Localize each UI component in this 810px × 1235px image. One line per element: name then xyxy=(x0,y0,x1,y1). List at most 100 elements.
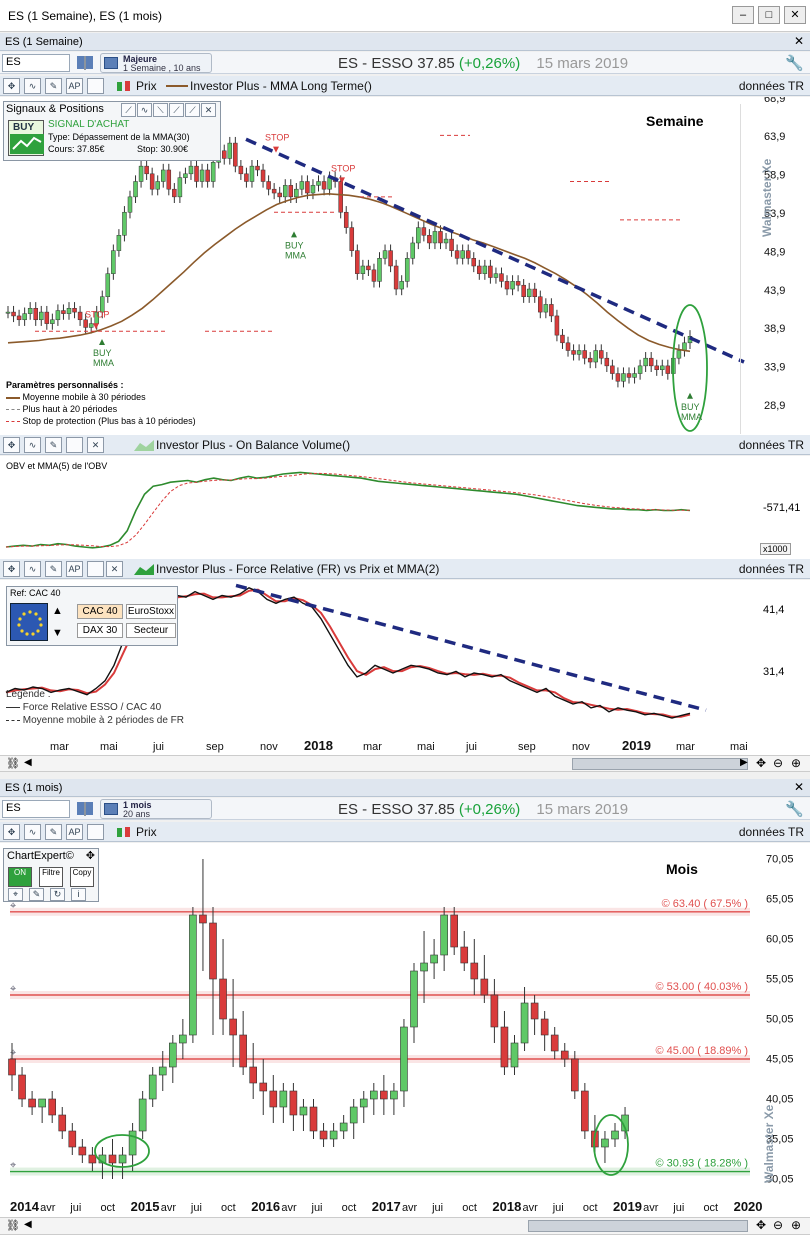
candle xyxy=(188,165,194,175)
draw-icon[interactable]: ✎ xyxy=(45,824,62,840)
blank-icon[interactable] xyxy=(87,78,104,94)
trendline xyxy=(245,137,745,364)
signal-tool-icon[interactable]: ∿ xyxy=(137,103,152,117)
signal-tool-icon[interactable]: ⟍ xyxy=(153,103,168,117)
indicator-icon[interactable]: ∿ xyxy=(24,824,41,840)
draw-icon[interactable]: ✎ xyxy=(45,561,62,577)
close-icon[interactable]: ✕ xyxy=(87,437,104,453)
candle xyxy=(266,181,271,190)
zoom-out-icon[interactable]: ⊖ xyxy=(773,1218,784,1232)
blank-icon[interactable] xyxy=(87,561,104,577)
period-corner-label: Mois xyxy=(666,861,698,877)
move-icon[interactable]: ✥ xyxy=(85,850,95,862)
period-selector[interactable]: 1 mois 20 ans xyxy=(100,799,212,819)
zoom-out-icon[interactable]: ⊖ xyxy=(773,756,784,770)
close-icon[interactable]: ✕ xyxy=(793,34,804,48)
candle xyxy=(269,1090,278,1108)
blank-icon[interactable] xyxy=(66,437,83,453)
crosshair-icon[interactable]: ✥ xyxy=(3,824,20,840)
crosshair-icon[interactable]: ✥ xyxy=(3,437,20,453)
indicator-icon[interactable]: ∿ xyxy=(24,78,41,94)
link-icon[interactable]: ⛓ xyxy=(6,1220,20,1232)
candle xyxy=(654,365,659,370)
close-icon[interactable]: ✕ xyxy=(793,780,804,794)
wrench-icon[interactable]: 🔧 xyxy=(785,801,804,818)
indicator-icon[interactable]: ∿ xyxy=(24,437,41,453)
watermark: Walmaster Xe xyxy=(762,1104,776,1183)
candle xyxy=(158,1066,167,1076)
candle xyxy=(68,1130,77,1148)
zoom-in-icon[interactable]: ⊕ xyxy=(791,1218,802,1232)
move-icon[interactable]: ✥ xyxy=(756,756,767,770)
blank-icon[interactable] xyxy=(87,824,104,840)
eu-flag-icon xyxy=(10,603,48,641)
draw-icon[interactable]: ✎ xyxy=(45,78,62,94)
scroll-left-icon[interactable]: ◀ xyxy=(24,1219,32,1230)
up-arrow-icon[interactable]: ▲ xyxy=(52,605,63,617)
y-tick-label: 60,05 xyxy=(766,934,794,946)
ref-button-cac40[interactable]: CAC 40 xyxy=(77,604,123,619)
monthly-price-bar: ✥ ∿ ✎ AP Prix données TR xyxy=(0,822,810,842)
candle xyxy=(169,1042,177,1068)
x-tick-label: jui xyxy=(552,1202,564,1214)
ref-button-eurostoxx[interactable]: EuroStoxx xyxy=(126,604,176,619)
zoom-in-icon[interactable]: ⊕ xyxy=(791,756,802,770)
telescope-icon[interactable]: ⌖ xyxy=(8,888,23,901)
symbol-input[interactable]: ES xyxy=(2,54,70,72)
refresh-icon[interactable]: ↻ xyxy=(50,888,65,901)
wrench-icon[interactable]: 🔧 xyxy=(785,55,804,72)
close-icon[interactable]: ✕ xyxy=(784,6,806,24)
weekly-x-axis: mar mai jui sep nov 2018 mar mai jui sep nov 2019 ma… xyxy=(0,735,810,755)
candle xyxy=(38,1098,46,1108)
book-icon[interactable] xyxy=(76,800,94,817)
weekly-scrollbar[interactable]: ⛓ ◀ ▶ ✥ ⊖ ⊕ xyxy=(0,755,810,772)
candle xyxy=(329,1130,338,1140)
maximize-icon[interactable]: □ xyxy=(758,6,780,24)
candle xyxy=(309,1106,318,1132)
minimize-icon[interactable]: – xyxy=(732,6,754,24)
ap-icon[interactable]: AP xyxy=(66,561,83,577)
candle xyxy=(55,310,61,321)
monthly-scrollbar[interactable]: ⛓ ◀ ✥ ⊖ ⊕ xyxy=(0,1217,810,1235)
signal-tool-icon[interactable]: ⟋ xyxy=(169,103,184,117)
x-tick-label: oct xyxy=(462,1202,477,1214)
candle xyxy=(470,962,479,980)
obv-bar: ✥ ∿ ✎ ✕ Investor Plus - On Balance Volum… xyxy=(0,435,810,455)
x-tick-label: jui xyxy=(152,741,164,753)
scroll-thumb[interactable] xyxy=(572,758,748,770)
down-arrow-icon xyxy=(339,177,345,184)
draw-icon[interactable]: ✎ xyxy=(45,437,62,453)
y-tick-label: 43,9 xyxy=(764,285,785,297)
symbol-input[interactable]: ES xyxy=(2,800,70,818)
signal-tool-icon[interactable]: ⟋ xyxy=(121,103,136,117)
link-icon[interactable]: ⛓ xyxy=(6,758,20,770)
scroll-left-icon[interactable]: ◀ xyxy=(24,757,32,768)
book-icon[interactable] xyxy=(76,54,94,71)
ap-icon[interactable]: AP xyxy=(66,78,83,94)
on-button[interactable]: ON xyxy=(8,867,32,887)
candle xyxy=(660,365,665,370)
candle xyxy=(288,185,294,198)
crosshair-icon[interactable]: ✥ xyxy=(3,561,20,577)
signal-tool-icon[interactable]: ⟋ xyxy=(185,103,200,117)
info-icon[interactable]: i xyxy=(71,888,86,901)
candle xyxy=(366,265,371,271)
move-icon[interactable]: ✥ xyxy=(756,1218,767,1232)
copy-button[interactable]: Copy xyxy=(70,867,94,887)
filtre-button[interactable]: Filtre xyxy=(39,867,63,887)
down-arrow-icon[interactable]: ▼ xyxy=(52,627,63,639)
crosshair-icon[interactable]: ✥ xyxy=(3,78,20,94)
ref-button-dax30[interactable]: DAX 30 xyxy=(77,623,123,638)
indicator-icon[interactable]: ∿ xyxy=(24,561,41,577)
period-selector[interactable]: Majeure 1 Semaine , 10 ans xyxy=(100,53,212,73)
scroll-right-icon[interactable]: ▶ xyxy=(740,757,748,768)
candle xyxy=(316,181,321,186)
close-icon[interactable]: ✕ xyxy=(201,103,216,117)
scroll-thumb[interactable] xyxy=(528,1220,748,1232)
edit-icon[interactable]: ✎ xyxy=(29,888,44,901)
ref-button-secteur[interactable]: Secteur xyxy=(126,623,176,638)
close-icon[interactable]: ✕ xyxy=(106,561,123,577)
candle xyxy=(500,1026,509,1068)
ap-icon[interactable]: AP xyxy=(66,824,83,840)
weekly-x-axis-labels: mar mai jui sep nov 2018 mar mai jui sep nov 2019 ma… xyxy=(50,738,748,753)
